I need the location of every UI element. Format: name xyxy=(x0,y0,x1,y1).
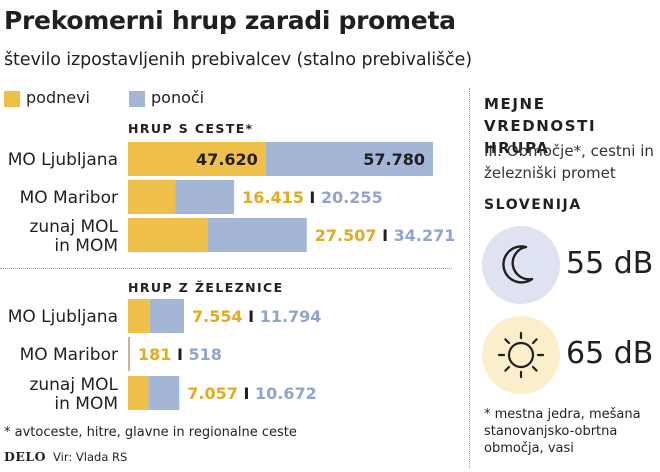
value-label-night: 518 xyxy=(189,345,222,364)
value-separator: I xyxy=(377,226,394,245)
value-label-night: 20.255 xyxy=(321,188,383,207)
value-label-day: 47.620 xyxy=(196,150,258,169)
sun-badge xyxy=(482,316,560,394)
bar-day xyxy=(128,376,149,410)
value-label-day: 16.415 xyxy=(242,188,304,207)
value-labels-outside: 7.057 I 10.672 xyxy=(187,384,316,403)
moon-icon xyxy=(502,245,534,284)
night-limit-value: 55 dB xyxy=(566,246,654,281)
section-title-rail: HRUP Z ŽELEZNICE xyxy=(128,280,284,295)
value-label-day: 27.507 xyxy=(315,226,377,245)
chart-title: Prekomerni hrup zaradi prometa xyxy=(4,6,456,35)
legend-label-night: ponoči xyxy=(151,88,205,107)
footnote: * avtoceste, hitre, glavne in regionalne… xyxy=(4,425,297,440)
panel-footnote: * mestna jedra, mešana stanovanjsko-obrt… xyxy=(484,407,641,456)
section-divider xyxy=(0,268,452,269)
value-separator: I xyxy=(171,345,188,364)
legend-swatch-day xyxy=(4,91,20,107)
moon-badge xyxy=(482,226,560,304)
bar-day xyxy=(128,299,150,333)
bar-night xyxy=(175,180,235,214)
panel-title: MEJNE VREDNOSTI HRUPA xyxy=(484,95,597,157)
category-label: MO Ljubljana xyxy=(8,307,118,327)
value-label-night: 34.271 xyxy=(394,226,456,245)
value-separator: I xyxy=(304,188,321,207)
bar-day xyxy=(128,180,176,214)
bar-chart: MO Ljubljana 47.620 57.780 MO Maribor 16.415… xyxy=(8,142,456,414)
value-labels-outside: 181 I 518 xyxy=(138,345,222,364)
brand-logo: DELO xyxy=(4,449,47,464)
value-label-day: 181 xyxy=(138,345,171,364)
sun-icon xyxy=(497,331,545,379)
value-labels-outside: 7.554 I 11.794 xyxy=(192,307,321,326)
bar-night xyxy=(149,299,184,333)
value-separator: I xyxy=(243,307,260,326)
category-label: MO Maribor xyxy=(20,188,118,208)
legend-swatch-night xyxy=(129,91,145,107)
value-label-night: 11.794 xyxy=(260,307,322,326)
value-separator: I xyxy=(238,384,255,403)
chart-subtitle: število izpostavljenih prebivalcev (stal… xyxy=(4,50,472,70)
value-label-night: 57.780 xyxy=(363,150,425,169)
bar-night xyxy=(128,337,131,371)
panel-divider xyxy=(469,88,470,468)
category-label: in MOM xyxy=(54,236,118,256)
section-title-road: HRUP S CESTE* xyxy=(128,121,254,136)
bar-night xyxy=(265,142,433,176)
category-label: in MOM xyxy=(54,394,118,414)
bar-night xyxy=(148,376,180,410)
source-text: Vir: Vlada RS xyxy=(53,450,128,464)
panel-subtitle: III. Območje*, cestni in železniški prom… xyxy=(484,142,654,182)
value-label-night: 10.672 xyxy=(255,384,317,403)
value-label-day: 7.554 xyxy=(192,307,243,326)
day-limit-value: 65 dB xyxy=(566,336,654,371)
legend-label-day: podnevi xyxy=(26,88,90,107)
bar-day xyxy=(128,218,208,252)
value-labels-outside: 16.415 I 20.255 xyxy=(242,188,383,207)
category-label: zunaj MOL xyxy=(29,375,118,395)
category-label: zunaj MOL xyxy=(29,217,118,237)
bar-day xyxy=(128,337,129,371)
category-label: MO Maribor xyxy=(20,345,118,365)
value-label-day: 7.057 xyxy=(187,384,238,403)
source-line: DELO Vir: Vlada RS xyxy=(4,449,127,464)
value-labels-outside: 27.507 I 34.271 xyxy=(315,226,456,245)
bar-night xyxy=(207,218,307,252)
bar-day xyxy=(128,142,266,176)
category-label: MO Ljubljana xyxy=(8,150,118,170)
panel-region: SLOVENIJA xyxy=(484,197,582,213)
